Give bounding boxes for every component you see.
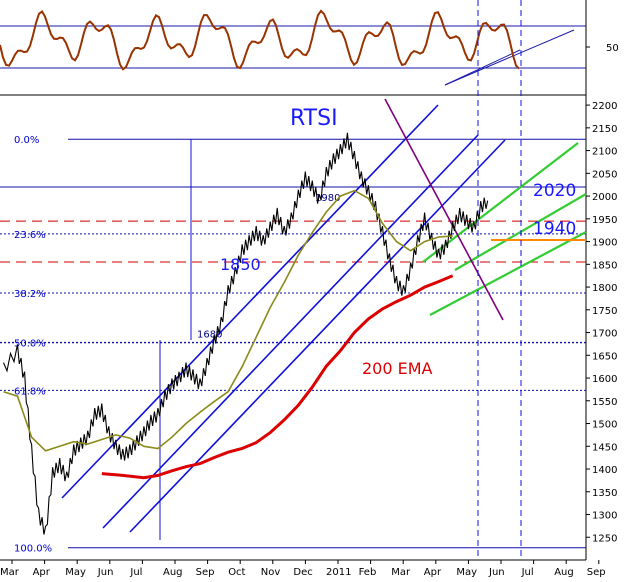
oscillator-panel: 50 <box>0 9 619 86</box>
price-tick-label: 1250 <box>592 533 617 544</box>
time-axis-ticks: Mar Apr May Jun Jul Aug Sep Oct Nov Dec 2011 Feb Mar… <box>0 560 606 578</box>
channel-line-middle <box>102 134 479 529</box>
price-tick-label: 1500 <box>592 420 617 431</box>
price-tick-label: 1450 <box>592 442 617 453</box>
time-tick-label: Mar <box>0 567 20 578</box>
oscillator-upper-trendline <box>444 29 575 86</box>
green-channel-lower <box>429 231 587 316</box>
fibonacci-level-label: 23.6% <box>14 230 46 241</box>
annotation-2020: 2020 <box>533 181 576 201</box>
time-tick-label: Nov <box>261 567 281 578</box>
time-tick-label: May <box>456 567 477 578</box>
oscillator-axis-ticks: 50 <box>586 43 619 54</box>
time-tick-label: Oct <box>228 567 245 578</box>
time-tick-label: Apr <box>424 567 442 578</box>
fibonacci-level-label: 61.8% <box>14 386 46 397</box>
price-tick-label: 1750 <box>592 306 617 317</box>
price-tick-label: 1400 <box>592 465 617 476</box>
green-channel-upper <box>422 142 579 263</box>
price-tick-label: 1550 <box>592 397 617 408</box>
time-tick-label: 2011 <box>326 567 351 578</box>
price-tick-label: 2100 <box>592 147 617 158</box>
fibonacci-level-label: 100.0% <box>14 544 52 555</box>
time-tick-label: Apr <box>33 567 51 578</box>
time-tick-label: Mar <box>391 567 411 578</box>
rtsi-price-line <box>2 132 489 535</box>
time-tick-label: Dec <box>293 567 312 578</box>
price-tick-label: 1300 <box>592 511 617 522</box>
price-tick-label: 2150 <box>592 124 617 135</box>
price-tick-label: 1800 <box>592 283 617 294</box>
time-tick-label: Jun <box>97 567 114 578</box>
time-tick-label: Jun <box>488 567 505 578</box>
price-tick-label: 1650 <box>592 351 617 362</box>
time-tick-label: Jul <box>129 567 142 578</box>
horizontal-level-label: 1680 <box>197 330 222 341</box>
price-tick-label: 2200 <box>592 101 617 112</box>
fibonacci-level-label: 50.0% <box>14 339 46 350</box>
ema-200-line <box>101 274 454 480</box>
fibonacci-level-label: 0.0% <box>14 135 39 146</box>
oscillator-tick-label: 50 <box>606 43 619 54</box>
price-tick-label: 1950 <box>592 215 617 226</box>
time-tick-label: Sep <box>196 567 215 578</box>
fibonacci-level-label: 38.2% <box>14 289 46 300</box>
price-tick-label: 2050 <box>592 169 617 180</box>
downtrend-line <box>384 98 504 321</box>
oscillator-lower-trendline <box>444 49 521 86</box>
oscillator-line <box>0 9 520 71</box>
time-tick-label: May <box>65 567 86 578</box>
chart-title: RTSI <box>290 106 338 131</box>
time-tick-label: Aug <box>554 567 574 578</box>
channel-line-upper <box>61 104 439 499</box>
horizontal-levels: 1980 1680 <box>0 186 586 341</box>
annotation-200-ema: 200 EMA <box>362 359 433 378</box>
time-tick-label: Aug <box>163 567 183 578</box>
horizontal-level-label: 1980 <box>315 193 340 204</box>
price-tick-label: 1900 <box>592 238 617 249</box>
price-axis-ticks: 1250 1300 1350 1400 1450 1500 1550 1600 1650 1700… <box>586 101 617 544</box>
price-tick-label: 1850 <box>592 260 617 271</box>
short-moving-average-line <box>3 189 453 452</box>
price-tick-label: 1350 <box>592 488 617 499</box>
price-tick-label: 2000 <box>592 192 617 203</box>
annotation-1940: 1940 <box>533 219 576 239</box>
time-tick-label: Jul <box>521 567 534 578</box>
time-tick-label: Feb <box>359 567 377 578</box>
price-tick-label: 1700 <box>592 329 617 340</box>
annotation-1850: 1850 <box>220 255 261 274</box>
time-tick-label: Sep <box>587 567 606 578</box>
price-tick-label: 1600 <box>592 374 617 385</box>
